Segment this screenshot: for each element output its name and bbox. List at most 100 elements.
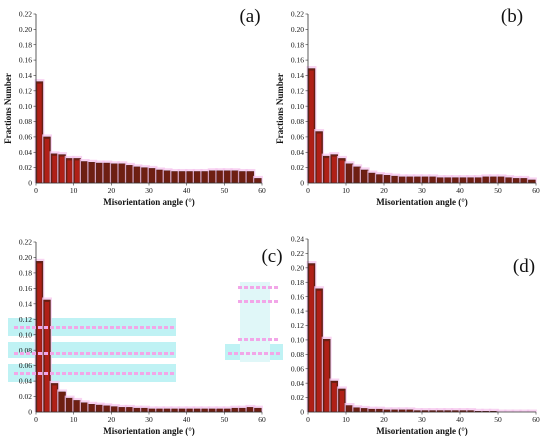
x-tick-label: 10 [70, 415, 78, 424]
pink-dash-artifact [134, 326, 138, 329]
x-tick-label: 50 [494, 415, 502, 424]
y-tick-label: 0.02 [19, 392, 32, 401]
y-tick-label: 0.20 [19, 25, 32, 34]
bar-halo [466, 408, 477, 412]
bar-highlight [339, 390, 345, 412]
x-tick-label: 0 [34, 186, 38, 195]
bar [239, 171, 247, 184]
y-tick-label: 0.22 [19, 10, 32, 19]
bar [96, 162, 104, 184]
pink-dash-artifact [62, 372, 66, 375]
pink-dash-artifact [238, 338, 242, 341]
bar [368, 172, 376, 184]
y-tick-label: 0.06 [291, 133, 304, 142]
y-tick-label: 0 [28, 408, 32, 417]
bar [209, 408, 217, 413]
y-tick-label: 0.02 [291, 163, 304, 172]
y-tick-label: 0.12 [291, 86, 304, 95]
bar-highlight [44, 301, 50, 412]
x-tick-label: 30 [418, 415, 426, 424]
bar [376, 408, 384, 413]
y-tick-label: 0.02 [291, 393, 304, 402]
bar [118, 407, 127, 413]
bar [80, 402, 89, 413]
pink-dash-artifact [38, 352, 42, 355]
x-tick-label: 30 [418, 186, 426, 195]
pink-dash-artifact [14, 326, 18, 329]
pink-dash-artifact [50, 326, 54, 329]
pink-dash-artifact [56, 372, 60, 375]
pink-dash-artifact [38, 326, 42, 329]
pink-dash-artifact [122, 326, 126, 329]
y-axis-label: Fractions Number [3, 73, 13, 144]
bar [178, 408, 187, 413]
pink-dash-artifact [274, 300, 278, 303]
y-tick-label: 0.18 [291, 278, 304, 287]
bar [65, 397, 74, 413]
pink-dash-artifact [86, 372, 90, 375]
bar [216, 170, 224, 184]
bar-highlight [52, 155, 57, 183]
pink-dash-artifact [32, 326, 36, 329]
pink-dash-artifact [116, 326, 120, 329]
x-tick-label: 50 [221, 415, 229, 424]
pink-dash-artifact [98, 326, 102, 329]
y-tick-label: 0.06 [19, 361, 32, 370]
bar [246, 171, 255, 184]
x-axis-label: Misorientation angle (°) [376, 426, 468, 436]
pink-dash-artifact [128, 352, 132, 355]
cyan-artifact-band [8, 342, 176, 358]
y-tick-label: 0.08 [291, 117, 304, 126]
pink-dash-artifact [104, 352, 108, 355]
pink-dash-artifact [264, 352, 268, 355]
bar [353, 166, 361, 184]
pink-dash-artifact [152, 326, 156, 329]
bar [201, 408, 209, 413]
bar [224, 408, 232, 413]
pink-dash-artifact [258, 352, 262, 355]
pink-dash-artifact [276, 352, 280, 355]
bar [193, 408, 202, 413]
bar [96, 404, 104, 413]
chart-panel-b: 0.02 0.04 0.06 0.08 0.10 0.12 0.14 0.16 0.18 0.20… [275, 6, 540, 207]
pink-dash-artifact [238, 300, 242, 303]
pink-dash-artifact [268, 300, 272, 303]
bar [103, 162, 111, 184]
bar-halo [504, 409, 515, 412]
x-tick-label: 60 [532, 415, 540, 424]
x-tick-label: 30 [145, 186, 153, 195]
y-tick-label: 0.16 [19, 56, 32, 65]
pink-dash-artifact [32, 352, 36, 355]
bar-halo [488, 408, 499, 412]
bar [171, 408, 179, 413]
pink-dash-artifact [122, 372, 126, 375]
bar [444, 177, 452, 184]
bar [368, 408, 376, 413]
panel-label: (a) [239, 6, 260, 27]
bar [505, 177, 513, 184]
bar [201, 171, 209, 184]
pink-dash-artifact [244, 338, 248, 341]
bar-halo [481, 408, 492, 412]
pink-dash-artifact [14, 352, 18, 355]
bar-halo [435, 408, 446, 412]
pink-dash-artifact [26, 352, 30, 355]
bar [475, 177, 483, 184]
bar [148, 408, 157, 413]
pink-dash-artifact [274, 286, 278, 289]
y-tick-label: 0.04 [19, 148, 32, 157]
pink-dash-artifact [50, 352, 54, 355]
bar [88, 404, 96, 413]
bar-halo [526, 409, 537, 412]
bar-highlight [59, 156, 65, 183]
pink-dash-artifact [80, 352, 84, 355]
pink-dash-artifact [14, 372, 18, 375]
pink-dash-artifact [68, 326, 72, 329]
pink-dash-artifact [158, 352, 162, 355]
x-tick-label: 0 [34, 415, 38, 424]
bar-highlight [324, 341, 329, 412]
pink-dash-artifact [74, 372, 78, 375]
pink-dash-artifact [244, 300, 248, 303]
panel-label: (c) [261, 246, 282, 267]
y-tick-label: 0.20 [19, 253, 32, 262]
